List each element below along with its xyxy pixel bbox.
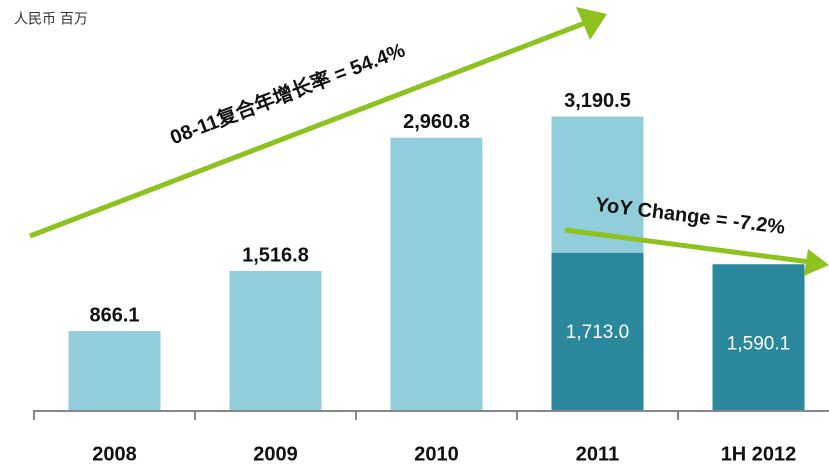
bar — [712, 264, 805, 411]
value-label: 1,516.8 — [242, 244, 309, 266]
x-tick-label: 2011 — [576, 443, 619, 465]
value-label: 2,960.8 — [403, 111, 470, 133]
x-tick-label: 2010 — [414, 443, 459, 465]
value-label: 3,190.5 — [564, 90, 631, 112]
bar — [229, 271, 322, 411]
cagr-annotation: 08-11复合年增长率 = 54.4% — [167, 37, 409, 149]
labels: 2008 2009 2010 2011 1H 2012 866.1 1,516.8 2,960… — [88, 88, 797, 465]
growth-arrow — [29, 7, 607, 239]
bars — [68, 116, 805, 412]
bar — [390, 137, 483, 412]
value-label: 866.1 — [89, 304, 139, 326]
x-tick-label: 2008 — [92, 443, 137, 465]
bar — [551, 252, 644, 411]
yoy-arrow — [564, 227, 829, 276]
value-label: 1,713.0 — [566, 322, 629, 343]
x-tick-label: 2009 — [253, 443, 298, 465]
bar — [68, 331, 161, 411]
category-separators — [33, 411, 679, 420]
x-tick-label: 1H 2012 — [721, 443, 797, 465]
unit-label: 人民币 百万 — [14, 11, 88, 27]
value-label: 1,590.1 — [727, 333, 790, 354]
